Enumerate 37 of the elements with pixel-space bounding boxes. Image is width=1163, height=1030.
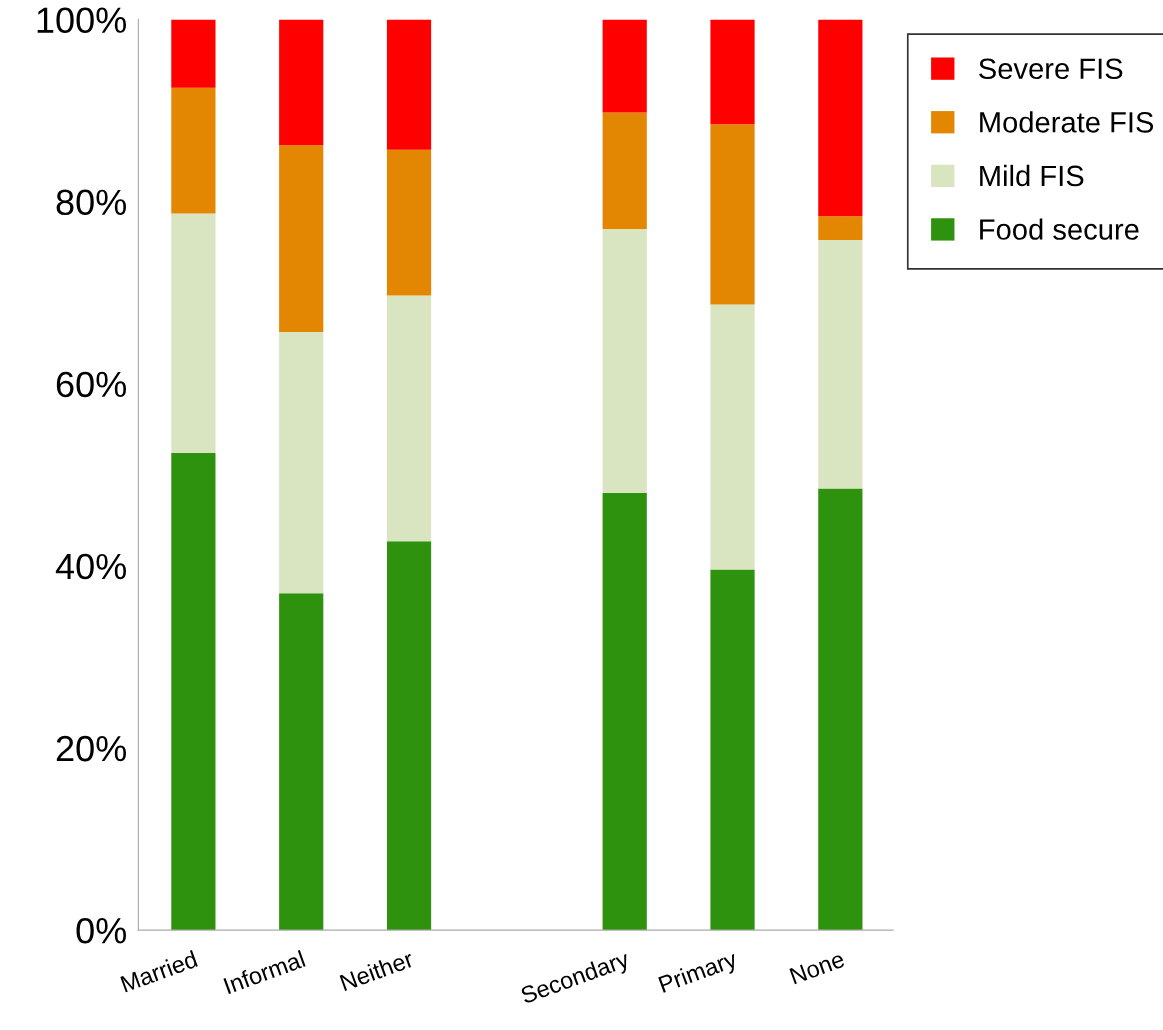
y-tick-label: 80% bbox=[56, 189, 126, 216]
bar bbox=[710, 19, 755, 125]
bar bbox=[279, 331, 324, 594]
legend-label: Moderate FIS bbox=[980, 111, 1154, 133]
bar bbox=[279, 145, 324, 332]
bar bbox=[279, 593, 324, 931]
y-tick-label: 20% bbox=[56, 735, 126, 762]
bar bbox=[710, 124, 755, 305]
bar bbox=[818, 488, 863, 931]
bar bbox=[602, 228, 647, 494]
bar bbox=[602, 493, 647, 931]
bar bbox=[602, 19, 647, 113]
bar bbox=[818, 239, 863, 489]
legend-label: Severe FIS bbox=[979, 58, 1123, 80]
legend-label: Mild FIS bbox=[980, 164, 1084, 187]
x-tick-label: None bbox=[789, 950, 846, 985]
bar bbox=[386, 149, 432, 296]
bar bbox=[171, 213, 216, 453]
bar bbox=[386, 295, 432, 542]
bar bbox=[818, 19, 863, 217]
bar bbox=[171, 19, 216, 88]
bar bbox=[386, 19, 432, 150]
bar bbox=[710, 304, 755, 570]
x-tick-label: Neither bbox=[339, 949, 415, 992]
bar bbox=[602, 112, 647, 229]
x-tick-label: Primary bbox=[657, 949, 741, 998]
y-tick-label: 0% bbox=[76, 917, 126, 944]
y-tick-label: 60% bbox=[56, 371, 126, 398]
bar bbox=[171, 452, 216, 931]
bar bbox=[171, 87, 216, 214]
legend-label: Food secure bbox=[980, 218, 1139, 240]
bar bbox=[386, 541, 432, 931]
bar bbox=[818, 216, 863, 240]
bar bbox=[279, 19, 324, 146]
bar bbox=[710, 569, 755, 931]
y-tick-label: 100% bbox=[37, 7, 127, 34]
y-tick-label: 40% bbox=[55, 553, 126, 580]
